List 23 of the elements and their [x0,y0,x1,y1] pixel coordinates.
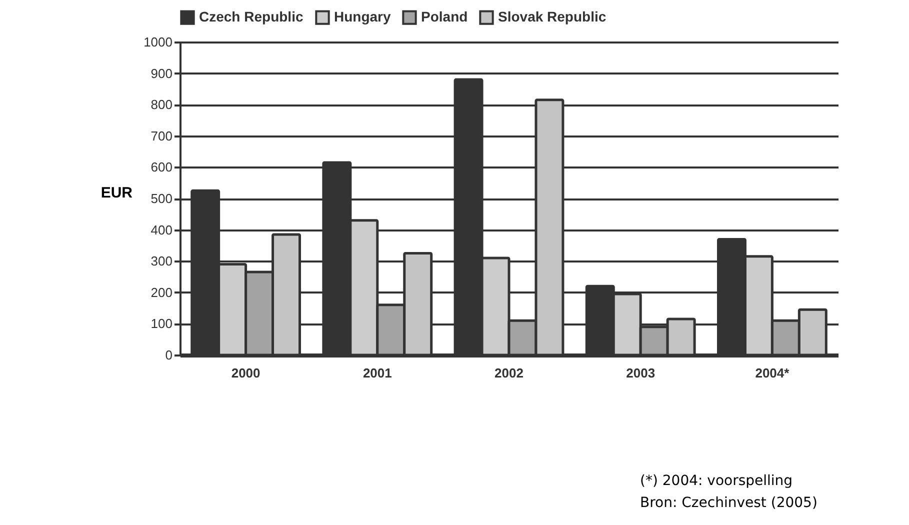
legend-label: Czech Republic [199,8,304,25]
x-tick-label: 2003 [626,366,656,380]
y-tick-label: 0 [165,348,172,362]
legend-label: Poland [421,8,468,25]
y-tick-label: 500 [150,191,172,206]
x-tick-label: 2004* [755,366,790,380]
y-tick-label: 400 [150,222,172,238]
y-tick-label: 600 [150,160,172,175]
x-tick-label: 2000 [231,366,260,380]
y-tick-label: 300 [150,254,172,269]
legend-label: Hungary [334,8,391,25]
y-tick-label: 1000 [144,34,172,50]
y-tick-label: 900 [150,66,172,81]
text: Bron: Czechinvest (2005) [640,494,818,513]
x-tick-label: 2002 [494,366,524,380]
y-tick-label: 700 [150,128,172,144]
y-tick-label: 100 [150,316,172,332]
legend-label: Slovak Republic [498,8,606,25]
x-tick-label: 2001 [362,366,392,380]
y-axis-title: EUR [100,184,133,202]
y-tick-label: 200 [150,284,172,300]
text: (*) 2004: voorspelling [640,472,794,491]
y-tick-label: 800 [150,97,172,112]
